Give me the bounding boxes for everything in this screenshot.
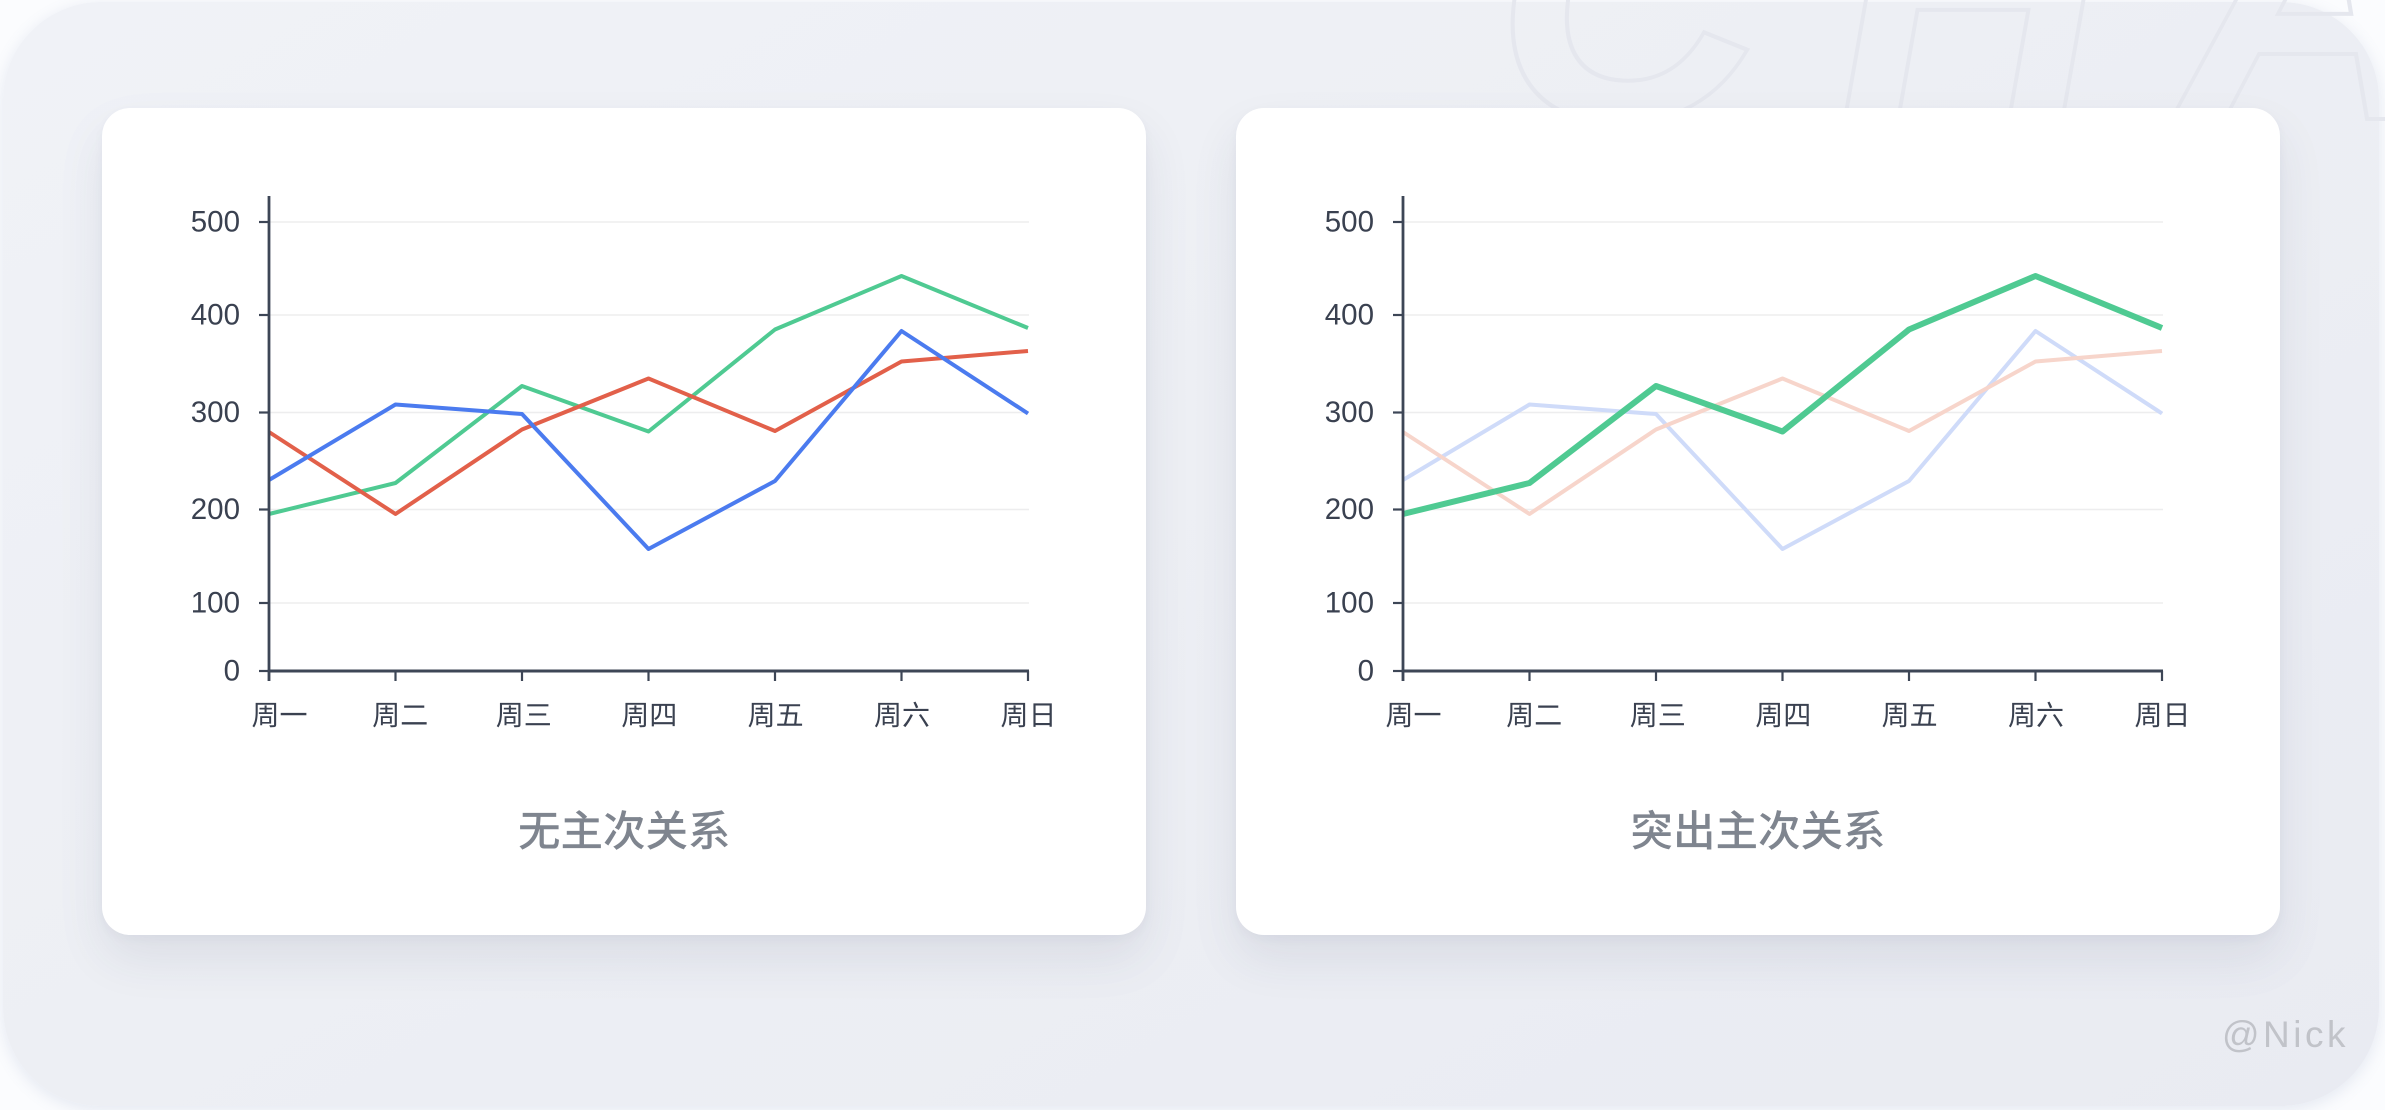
svg-text:400: 400 [1325,299,1374,332]
svg-text:500: 500 [1325,206,1374,239]
svg-text:400: 400 [191,299,240,332]
svg-text:200: 200 [1325,493,1374,526]
svg-text:300: 300 [1325,396,1374,429]
svg-text:0: 0 [1358,655,1374,688]
svg-text:100: 100 [1325,587,1374,620]
svg-text:100: 100 [191,587,240,620]
svg-text:200: 200 [191,493,240,526]
svg-text:500: 500 [191,206,240,239]
svg-text:300: 300 [191,396,240,429]
svg-text:0: 0 [224,655,240,688]
